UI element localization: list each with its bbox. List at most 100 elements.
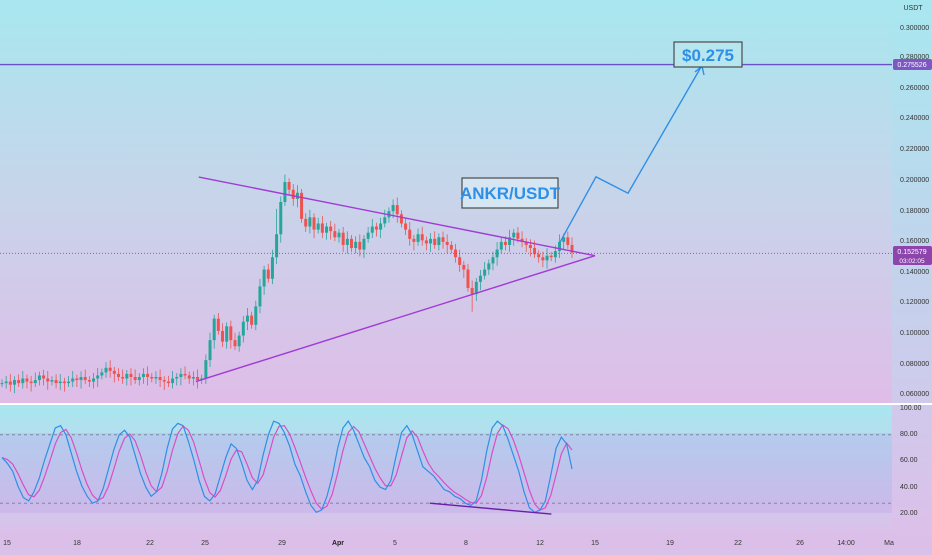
candle-body <box>495 249 499 258</box>
price-tick: 0.180000 <box>900 208 929 215</box>
candle-body <box>433 238 437 245</box>
candle-body <box>291 189 295 199</box>
pair-label[interactable]: ANKR/USDT <box>460 177 561 209</box>
divergence-line <box>429 502 552 515</box>
candle-body <box>416 234 420 242</box>
candle-body <box>537 254 541 258</box>
candle-body <box>116 373 120 377</box>
time-tick: 22 <box>146 540 154 547</box>
candle-body <box>33 380 37 384</box>
candle-body <box>429 238 433 244</box>
price-tick: 0.280000 <box>900 54 929 61</box>
candle-body <box>391 205 395 212</box>
candle-body <box>404 223 408 230</box>
candle-body <box>196 376 200 381</box>
candle-body <box>146 373 150 377</box>
drawings-layer <box>0 63 892 383</box>
candle-body <box>499 241 503 250</box>
candle-body <box>395 205 399 215</box>
candle-body <box>187 375 191 379</box>
candle-body <box>412 238 416 242</box>
time-tick: 18 <box>73 540 81 547</box>
candle-body <box>58 381 62 384</box>
candle-body <box>141 373 145 377</box>
candle-body <box>204 360 208 379</box>
candle-body <box>320 223 324 233</box>
oscillator-tick: 60.00 <box>900 457 918 464</box>
time-tick: 19 <box>666 540 674 547</box>
price-axis-background <box>892 0 932 535</box>
candle-body <box>179 373 183 377</box>
resistance-badge-text: 0.275526 <box>897 62 926 69</box>
candle-body <box>478 275 482 282</box>
candle-body <box>541 257 545 261</box>
candle-body <box>341 232 345 245</box>
candle-body <box>503 241 507 245</box>
price-tick: 0.120000 <box>900 299 929 306</box>
candle-body <box>283 182 287 202</box>
candle-body <box>424 240 428 244</box>
candle-body <box>71 378 75 382</box>
candle-body <box>162 380 166 382</box>
triangle-lower-trendline <box>195 255 596 383</box>
candle-body <box>325 226 329 233</box>
price-tick: 0.060000 <box>900 391 929 398</box>
candle-body <box>245 315 249 322</box>
candle-body <box>474 281 478 295</box>
candle-body <box>545 255 549 261</box>
candle-body <box>12 380 16 385</box>
candle-body <box>92 378 96 382</box>
candle-body <box>458 257 462 265</box>
candle-body <box>241 321 245 336</box>
candle-body <box>250 315 254 325</box>
time-tick: 15 <box>3 540 11 547</box>
candle-body <box>491 257 495 264</box>
projection-path <box>559 65 703 243</box>
candle-body <box>108 367 112 371</box>
current-price-text: 0.152579 <box>897 249 926 256</box>
candle-body <box>270 257 274 279</box>
candle-body <box>558 241 562 252</box>
candle-body <box>87 380 91 382</box>
candle-body <box>166 381 170 384</box>
oscillator-tick: 40.00 <box>900 484 918 491</box>
candle-body <box>229 326 233 341</box>
triangle-upper-trendline <box>198 176 596 257</box>
price-tick: 0.140000 <box>900 269 929 276</box>
target-label[interactable]: $0.275 <box>673 41 743 68</box>
resistance-price-badge: 0.275526 <box>893 59 932 70</box>
candle-body <box>21 378 25 384</box>
stoch-d-line <box>1 424 573 511</box>
candle-body <box>46 378 50 382</box>
price-tick: 0.160000 <box>900 238 929 245</box>
candle-body <box>508 237 512 245</box>
candle-body <box>17 380 21 384</box>
time-tick: Ma <box>884 540 894 547</box>
candle-body <box>383 217 387 224</box>
candle-body <box>129 373 133 377</box>
candle-body <box>470 287 474 295</box>
candle-body <box>441 237 445 242</box>
candle-body <box>516 232 520 239</box>
candle-body <box>520 238 524 242</box>
price-tick: 0.220000 <box>900 146 929 153</box>
candle-body <box>454 249 458 258</box>
candle-body <box>449 244 453 250</box>
candle-body <box>354 241 358 249</box>
time-tick: 26 <box>796 540 804 547</box>
candle-body <box>150 376 154 379</box>
oscillator-band <box>0 433 892 513</box>
candle-body <box>266 269 270 279</box>
oscillator-tick: 100.00 <box>900 405 922 412</box>
stoch-k-line <box>1 420 573 514</box>
candle-body <box>295 192 299 199</box>
candle-body <box>225 326 229 342</box>
main-pane-background <box>0 0 892 403</box>
candle-body <box>466 269 470 288</box>
price-tick: 0.260000 <box>900 85 929 92</box>
candle-body <box>25 378 29 382</box>
candle-body <box>42 375 46 379</box>
target-label-text: $0.275 <box>682 46 734 65</box>
